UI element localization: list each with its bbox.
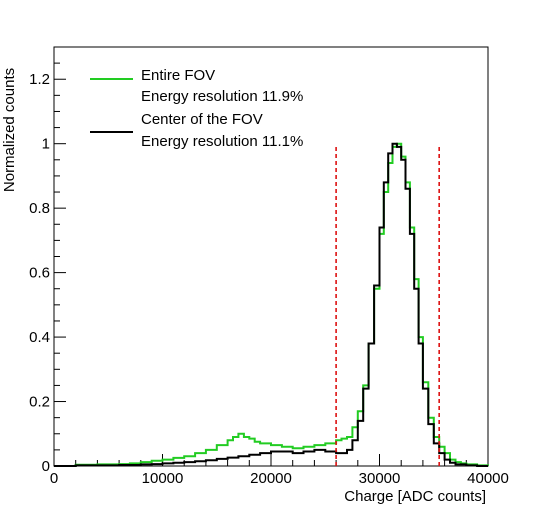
x-axis-title: Charge [ADC counts]: [344, 488, 486, 505]
series-line-entire-fov: [54, 142, 489, 467]
y-tick-label: 0.6: [29, 265, 50, 282]
x-tick-label: 20000: [250, 470, 292, 487]
y-tick-label: 0.2: [29, 394, 50, 411]
y-tick-label: 1: [42, 136, 50, 153]
reference-lines: [335, 146, 440, 466]
axis-ticks: 0 10000 20000 30000 40000 0 0.2 0.4 0.6 0.8 1 1.2: [29, 62, 509, 487]
y-tick-label: 1.2: [29, 71, 50, 88]
y-tick-label: 0.8: [29, 200, 50, 217]
y-axis-title: Normalized counts: [1, 68, 18, 192]
series-layer: [54, 142, 489, 467]
legend: Entire FOV Energy resolution 11.9% Cente…: [90, 67, 303, 150]
legend-resolution-center-fov: Energy resolution 11.1%: [141, 133, 303, 150]
y-tick-label: 0: [42, 458, 50, 475]
x-tick-label: 0: [50, 470, 58, 487]
legend-label-entire-fov: Entire FOV: [141, 67, 215, 84]
x-tick-label: 40000: [467, 470, 509, 487]
plot-frame: [53, 46, 489, 467]
legend-label-center-fov: Center of the FOV: [141, 111, 263, 128]
y-tick-label: 0.4: [29, 329, 50, 346]
legend-resolution-entire-fov: Energy resolution 11.9%: [141, 88, 303, 105]
series-line-center-fov: [54, 142, 488, 467]
x-tick-label: 10000: [142, 470, 184, 487]
x-tick-label: 30000: [359, 470, 401, 487]
